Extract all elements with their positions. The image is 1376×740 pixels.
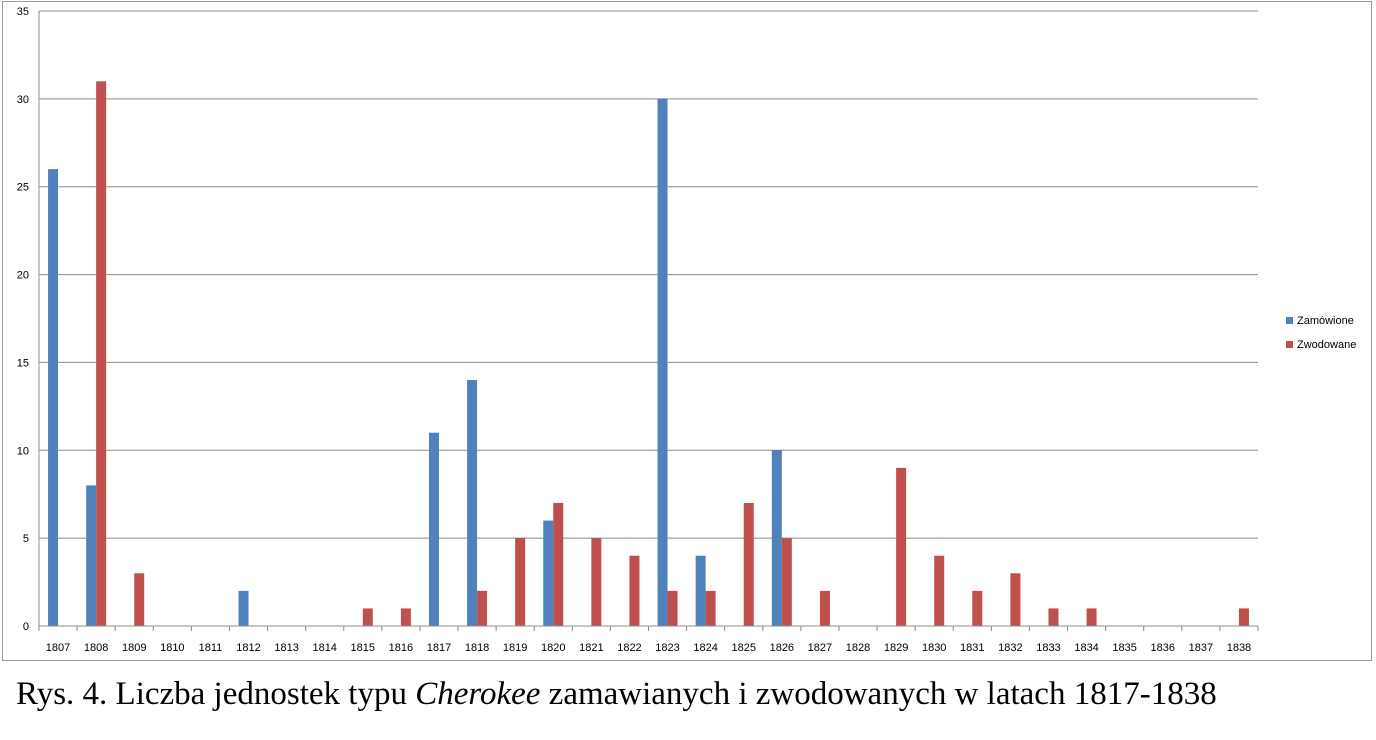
bar-zwodowane-1838 xyxy=(1238,608,1249,626)
bar-zwodowane-1834 xyxy=(1086,608,1097,626)
x-tick-label: 1822 xyxy=(617,642,641,654)
y-tick-label: 15 xyxy=(17,357,29,369)
bar-zwodowane-1832 xyxy=(1010,573,1021,626)
bar-zwodowane-1820 xyxy=(553,503,564,626)
legend-swatch xyxy=(1286,341,1293,348)
figure-caption: Rys. 4. Liczba jednostek typu Cherokee z… xyxy=(16,672,1217,716)
bar-zwodowane-1822 xyxy=(629,555,640,626)
x-tick-label: 1829 xyxy=(884,642,908,654)
caption-italic: Cherokee xyxy=(415,676,541,712)
x-tick-label: 1814 xyxy=(312,642,336,654)
x-tick-label: 1831 xyxy=(960,642,984,654)
legend-swatch xyxy=(1286,317,1293,324)
bar-zamowione-1823 xyxy=(657,98,668,627)
bar-zwodowane-1830 xyxy=(934,555,945,626)
bar-zamowione-1826 xyxy=(771,450,782,626)
bar-zamowione-1807 xyxy=(48,169,59,626)
bar-zamowione-1818 xyxy=(467,380,478,626)
x-tick-label: 1807 xyxy=(46,642,70,654)
x-tick-label: 1826 xyxy=(770,642,794,654)
x-tick-label: 1820 xyxy=(541,642,565,654)
bar-zwodowane-1823 xyxy=(667,590,678,626)
bar-zwodowane-1818 xyxy=(477,590,488,626)
x-tick-label: 1836 xyxy=(1151,642,1175,654)
x-tick-label: 1808 xyxy=(84,642,108,654)
bar-zwodowane-1816 xyxy=(400,608,411,626)
bar-zwodowane-1815 xyxy=(362,608,373,626)
bar-zamowione-1817 xyxy=(428,432,439,626)
x-tick-label: 1810 xyxy=(160,642,184,654)
x-tick-label: 1823 xyxy=(655,642,679,654)
bar-zamowione-1812 xyxy=(238,590,249,626)
y-tick-label: 25 xyxy=(17,182,29,194)
x-tick-label: 1824 xyxy=(693,642,717,654)
y-tick-label: 10 xyxy=(17,445,29,457)
x-tick-label: 1815 xyxy=(351,642,375,654)
y-tick-label: 5 xyxy=(23,533,29,545)
caption-suffix: zamawianych i zwodowanych w latach 1817-… xyxy=(540,676,1217,712)
bar-zamowione-1808 xyxy=(86,485,97,626)
x-tick-label: 1819 xyxy=(503,642,527,654)
legend-label: Zamówione xyxy=(1297,315,1354,327)
bar-zwodowane-1833 xyxy=(1048,608,1059,626)
x-tick-label: 1827 xyxy=(808,642,832,654)
bar-zamowione-1824 xyxy=(695,555,706,626)
x-tick-label: 1834 xyxy=(1074,642,1098,654)
bar-zwodowane-1819 xyxy=(515,538,526,626)
bar-zwodowane-1826 xyxy=(781,538,792,626)
x-tick-label: 1833 xyxy=(1036,642,1060,654)
caption-prefix: Rys. 4. Liczba jednostek typu xyxy=(16,676,416,712)
bar-chart: 0 5 10 15 20 25 30 35 1807 1808 1809 1810 1811 1812 18… xyxy=(17,6,1357,654)
x-tick-label: 1809 xyxy=(122,642,146,654)
bar-zwodowane-1831 xyxy=(972,590,983,626)
bar-zwodowane-1827 xyxy=(819,590,830,626)
chart-area: 0 5 10 15 20 25 30 35 1807 1808 1809 1810 1811 1812 18… xyxy=(2,1,1372,661)
y-tick-label: 20 xyxy=(17,270,29,282)
x-tick-label: 1817 xyxy=(427,642,451,654)
x-tick-label: 1828 xyxy=(846,642,870,654)
bar-zwodowane-1809 xyxy=(134,573,145,626)
x-tick-label: 1835 xyxy=(1112,642,1136,654)
x-tick-label: 1821 xyxy=(579,642,603,654)
y-tick-label: 30 xyxy=(17,94,29,106)
bar-zamowione-1820 xyxy=(543,520,554,626)
x-tick-label: 1837 xyxy=(1189,642,1213,654)
x-tick-label: 1832 xyxy=(998,642,1022,654)
x-tick-label: 1812 xyxy=(236,642,260,654)
y-tick-label: 35 xyxy=(17,6,29,18)
x-tick-label: 1825 xyxy=(731,642,755,654)
y-tick-label: 0 xyxy=(23,621,29,633)
bar-zwodowane-1829 xyxy=(896,467,907,626)
x-tick-label: 1838 xyxy=(1227,642,1251,654)
x-tick-label: 1811 xyxy=(199,642,223,654)
x-tick-label: 1813 xyxy=(274,642,298,654)
bar-zwodowane-1808 xyxy=(96,81,107,627)
x-tick-label: 1818 xyxy=(465,642,489,654)
x-tick-label: 1816 xyxy=(389,642,413,654)
x-tick-label: 1830 xyxy=(922,642,946,654)
bar-zwodowane-1825 xyxy=(743,503,754,626)
bar-zwodowane-1821 xyxy=(591,538,602,626)
bar-zwodowane-1824 xyxy=(705,590,716,626)
legend-label: Zwodowane xyxy=(1297,339,1356,351)
